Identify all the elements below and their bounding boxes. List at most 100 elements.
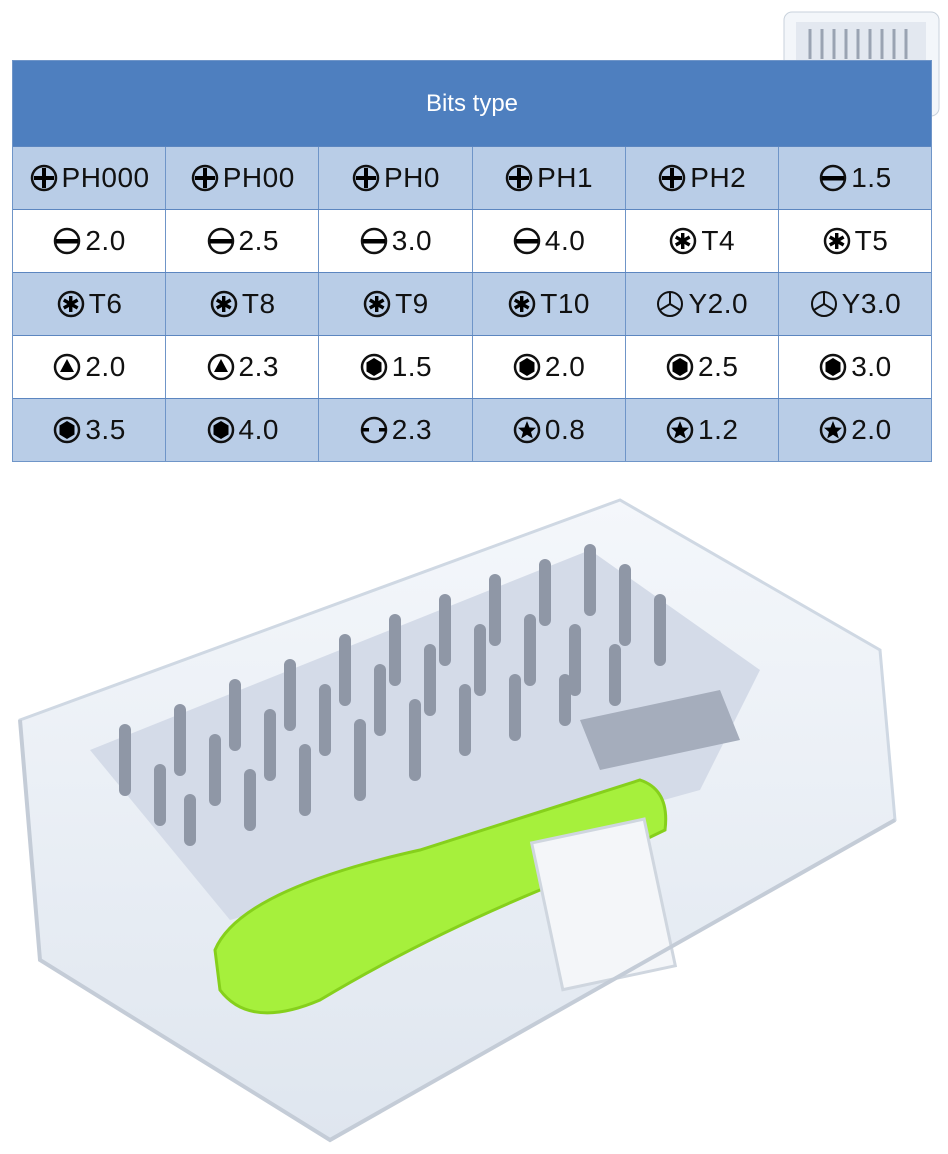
bit-cell: 1.5 xyxy=(318,336,471,398)
bit-label: 2.3 xyxy=(238,351,279,382)
torx-icon: ✱ xyxy=(670,227,697,255)
table-title: Bits type xyxy=(13,61,931,146)
hex-icon xyxy=(207,416,234,444)
bit-label: PH2 xyxy=(690,162,747,193)
bit-label: T6 xyxy=(88,288,123,319)
bit-label: 1.5 xyxy=(391,351,433,382)
bit-label: 2.0 xyxy=(544,351,586,382)
phillips-icon xyxy=(352,164,380,192)
phillips-icon xyxy=(505,164,533,192)
torx-icon: ✱ xyxy=(508,290,536,318)
table-row: PH000 PH00 PH0 PH1 PH2 1.5 xyxy=(13,146,931,209)
bit-cell: PH000 xyxy=(13,147,165,209)
pentalobe-icon xyxy=(666,416,694,444)
bit-label: T8 xyxy=(241,288,276,319)
bit-cell: 2.5 xyxy=(624,336,778,398)
bit-label: T10 xyxy=(540,288,590,319)
bit-label: T5 xyxy=(854,225,889,256)
bit-cell: 1.2 xyxy=(624,399,778,461)
pentalobe-icon xyxy=(819,416,847,444)
bit-cell: Y2.0 xyxy=(624,273,778,335)
bit-label: T4 xyxy=(701,225,736,256)
slotted-icon xyxy=(513,227,541,255)
bit-cell: ✱ T5 xyxy=(777,210,931,272)
hex-icon xyxy=(666,353,694,381)
slotted-icon xyxy=(54,227,81,255)
hex-icon xyxy=(54,416,81,444)
bit-label: 2.3 xyxy=(391,414,433,445)
bit-cell: PH1 xyxy=(471,147,625,209)
table-row: 2.0 2.5 3.0 4.0 ✱ T4 ✱ T5 xyxy=(13,209,931,272)
tri-wing-icon xyxy=(657,291,684,317)
bit-cell: 2.0 xyxy=(13,336,165,398)
bit-label: 4.0 xyxy=(238,414,279,445)
table-row: ✱ T6 ✱ T8 ✱ T9 ✱ T10 Y2.0 Y3.0 xyxy=(13,272,931,335)
hex-icon xyxy=(513,353,541,381)
phillips-icon xyxy=(191,164,218,192)
bit-label: PH000 xyxy=(61,162,150,193)
torx-icon: ✱ xyxy=(57,290,84,318)
bit-label: 2.5 xyxy=(238,225,279,256)
bit-cell: PH2 xyxy=(624,147,778,209)
table-row: 2.0 2.3 1.5 2.0 2.5 3.0 xyxy=(13,335,931,398)
slotted-icon xyxy=(360,227,387,255)
bit-cell: 3.0 xyxy=(318,210,471,272)
bit-cell: 2.0 xyxy=(13,210,165,272)
bit-cell: 0.8 xyxy=(471,399,625,461)
svg-text:✱: ✱ xyxy=(214,293,233,318)
bit-label: 4.0 xyxy=(544,225,586,256)
bit-label: T9 xyxy=(395,288,429,319)
svg-text:✱: ✱ xyxy=(827,230,846,255)
triangle-icon xyxy=(207,353,234,381)
bit-cell: ✱ T8 xyxy=(165,273,318,335)
torx-icon: ✱ xyxy=(363,290,391,318)
table-row: 3.5 4.0 2.3 0.8 1.2 2.0 xyxy=(13,398,931,461)
tri-wing-icon xyxy=(810,291,837,317)
torx-icon: ✱ xyxy=(823,227,850,255)
torx-icon: ✱ xyxy=(210,290,238,318)
bit-cell: 4.0 xyxy=(165,399,318,461)
phillips-icon xyxy=(30,164,57,192)
bit-cell: ✱ T6 xyxy=(13,273,165,335)
phillips-icon xyxy=(659,164,686,192)
pentalobe-icon xyxy=(513,416,541,444)
svg-text:✱: ✱ xyxy=(61,293,80,318)
bit-label: 0.8 xyxy=(544,414,586,445)
bit-label: PH0 xyxy=(383,162,440,193)
bit-cell: ✱ T10 xyxy=(471,273,625,335)
bit-cell: ✱ T9 xyxy=(318,273,471,335)
hex-icon xyxy=(360,353,387,381)
bit-cell: 4.0 xyxy=(471,210,625,272)
slotted-icon xyxy=(207,227,234,255)
bit-cell: 2.0 xyxy=(471,336,625,398)
bit-cell: PH00 xyxy=(165,147,318,209)
bit-cell: 2.3 xyxy=(318,399,471,461)
u-type-icon xyxy=(360,416,387,444)
bit-cell: ✱ T4 xyxy=(624,210,778,272)
bit-cell: 1.5 xyxy=(777,147,931,209)
bit-label: 2.0 xyxy=(85,225,126,256)
bit-cell: 3.5 xyxy=(13,399,165,461)
bit-label: 2.0 xyxy=(85,351,126,382)
bit-label: Y2.0 xyxy=(688,288,749,319)
bit-label: PH1 xyxy=(537,162,594,193)
bit-cell: 3.0 xyxy=(777,336,931,398)
bit-label: 3.0 xyxy=(391,225,433,256)
bits-type-table: Bits type PH000 PH00 PH0 PH1 PH2 1.5 2.0 2.5 3.0… xyxy=(12,60,932,462)
bit-label: 1.2 xyxy=(698,414,739,445)
svg-text:✱: ✱ xyxy=(368,293,387,318)
bit-cell: PH0 xyxy=(318,147,471,209)
bit-label: Y3.0 xyxy=(841,288,902,319)
bit-label: 2.0 xyxy=(851,414,892,445)
bit-label: 1.5 xyxy=(851,162,892,193)
slotted-icon xyxy=(819,164,847,192)
triangle-icon xyxy=(54,353,81,381)
bit-cell: 2.0 xyxy=(777,399,931,461)
bit-cell: 2.5 xyxy=(165,210,318,272)
bit-label: 3.0 xyxy=(851,351,892,382)
screwdriver-set-photo xyxy=(18,498,897,1143)
bit-label: PH00 xyxy=(222,162,295,193)
svg-text:✱: ✱ xyxy=(674,230,693,255)
bit-label: 3.5 xyxy=(85,414,126,445)
bit-label: 2.5 xyxy=(698,351,739,382)
